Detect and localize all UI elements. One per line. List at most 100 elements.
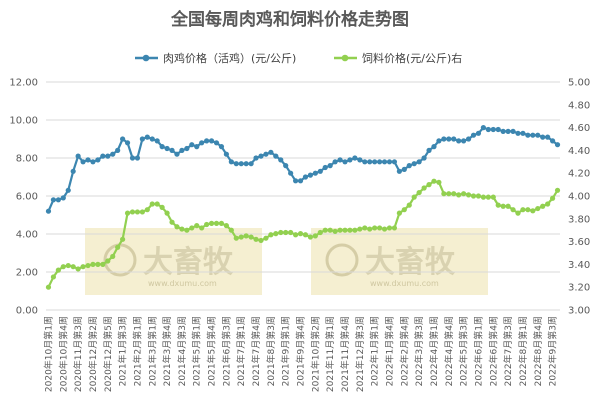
data-point — [446, 136, 452, 142]
data-point — [302, 174, 309, 180]
data-point — [55, 267, 61, 273]
data-point — [115, 244, 121, 250]
data-point — [554, 187, 561, 193]
data-point — [540, 134, 546, 140]
watermarks: 大畜牧 www.dxumu.com 大畜牧 www.dxumu.com — [85, 228, 488, 295]
data-point — [204, 138, 210, 144]
data-point — [238, 234, 244, 240]
data-point — [475, 130, 482, 136]
data-point — [322, 227, 328, 233]
right-tick-label: 3.40 — [568, 260, 590, 271]
watermark-right-bg — [311, 228, 488, 295]
data-point — [223, 223, 229, 229]
data-point — [549, 195, 556, 201]
data-point — [520, 130, 526, 136]
data-point — [90, 159, 96, 165]
right-axis: 3.00 3.20 3.40 3.60 3.80 4.00 4.20 4.40 4.60 4.80… — [568, 78, 590, 317]
data-point — [95, 157, 101, 163]
data-point — [396, 168, 402, 174]
data-point — [377, 159, 383, 165]
left-tick-label: 2.00 — [16, 268, 38, 279]
data-point — [500, 128, 506, 134]
watermark-right-url: www.dxumu.com — [370, 279, 439, 288]
data-point — [510, 128, 516, 134]
data-point — [139, 136, 145, 142]
data-point — [549, 138, 556, 144]
data-point — [535, 132, 541, 138]
watermark-right-logo — [325, 243, 359, 277]
data-point — [292, 178, 299, 184]
data-point — [85, 157, 91, 163]
data-point — [204, 221, 210, 228]
data-point — [110, 151, 116, 157]
data-point — [377, 225, 383, 231]
data-point — [184, 227, 190, 233]
data-point — [406, 202, 412, 208]
data-point — [144, 207, 150, 213]
right-tick-label: 4.20 — [568, 169, 590, 180]
data-point — [451, 191, 457, 197]
x-tick-label: 2022年6月第4周 — [487, 316, 499, 386]
data-point — [426, 182, 432, 188]
data-point — [278, 157, 284, 163]
data-point — [253, 155, 259, 161]
data-point — [411, 194, 417, 200]
data-point — [248, 234, 254, 240]
x-tick-label: 2021年10月第2周 — [309, 316, 321, 392]
data-point — [411, 161, 417, 167]
data-point — [480, 194, 486, 200]
data-point — [243, 233, 249, 239]
x-tick-label: 2022年4月第4周 — [443, 316, 455, 386]
data-point — [228, 159, 234, 165]
data-point — [505, 203, 511, 209]
x-tick-label: 2021年5月第4周 — [206, 316, 218, 386]
data-point — [45, 284, 52, 290]
data-point — [70, 264, 76, 270]
right-tick-label: 5.00 — [568, 78, 590, 89]
data-point — [426, 147, 432, 153]
data-point — [105, 153, 111, 159]
x-tick-label: 2021年12月第3周 — [354, 316, 366, 392]
data-point — [367, 159, 373, 165]
data-point — [258, 153, 264, 159]
data-point — [421, 185, 427, 191]
data-point — [490, 126, 496, 133]
data-point — [446, 191, 452, 197]
data-point — [50, 197, 57, 203]
data-point — [169, 147, 175, 153]
right-tick-label: 3.20 — [568, 283, 590, 294]
data-point — [436, 179, 442, 185]
data-point — [401, 166, 407, 172]
data-point — [312, 170, 318, 176]
data-point — [199, 140, 205, 146]
left-tick-label: 0.00 — [16, 306, 38, 317]
data-point — [179, 147, 185, 153]
data-point — [60, 195, 66, 201]
x-tick-label: 2020年12月第2周 — [87, 316, 99, 392]
x-tick-label: 2021年7月第1周 — [235, 316, 247, 386]
x-tick-label: 2022年3月第3周 — [413, 316, 425, 386]
watermark-right-brand: 大畜牧 — [365, 245, 456, 280]
data-point — [60, 264, 66, 270]
data-point — [248, 161, 254, 167]
data-point — [208, 220, 215, 226]
data-point — [243, 161, 249, 167]
data-point — [525, 207, 531, 213]
left-tick-label: 6.00 — [16, 192, 38, 203]
data-point — [307, 234, 314, 240]
data-point — [45, 208, 52, 214]
data-point — [461, 191, 467, 197]
left-tick-label: 10.00 — [9, 116, 38, 127]
left-tick-label: 12.00 — [9, 78, 38, 89]
legend: 肉鸡价格（活鸡）(元/公斤) 饲料价格(元/公斤)右 — [135, 51, 462, 65]
data-point — [456, 138, 462, 144]
x-tick-label: 2021年5月第1周 — [191, 316, 203, 386]
watermark-left-url: www.dxumu.com — [148, 279, 217, 288]
right-tick-label: 4.00 — [568, 192, 590, 203]
data-point — [70, 168, 76, 174]
x-tick-label: 2020年10月第1周 — [42, 316, 54, 392]
data-point — [416, 159, 422, 165]
data-point — [223, 151, 229, 157]
data-point — [90, 261, 96, 267]
